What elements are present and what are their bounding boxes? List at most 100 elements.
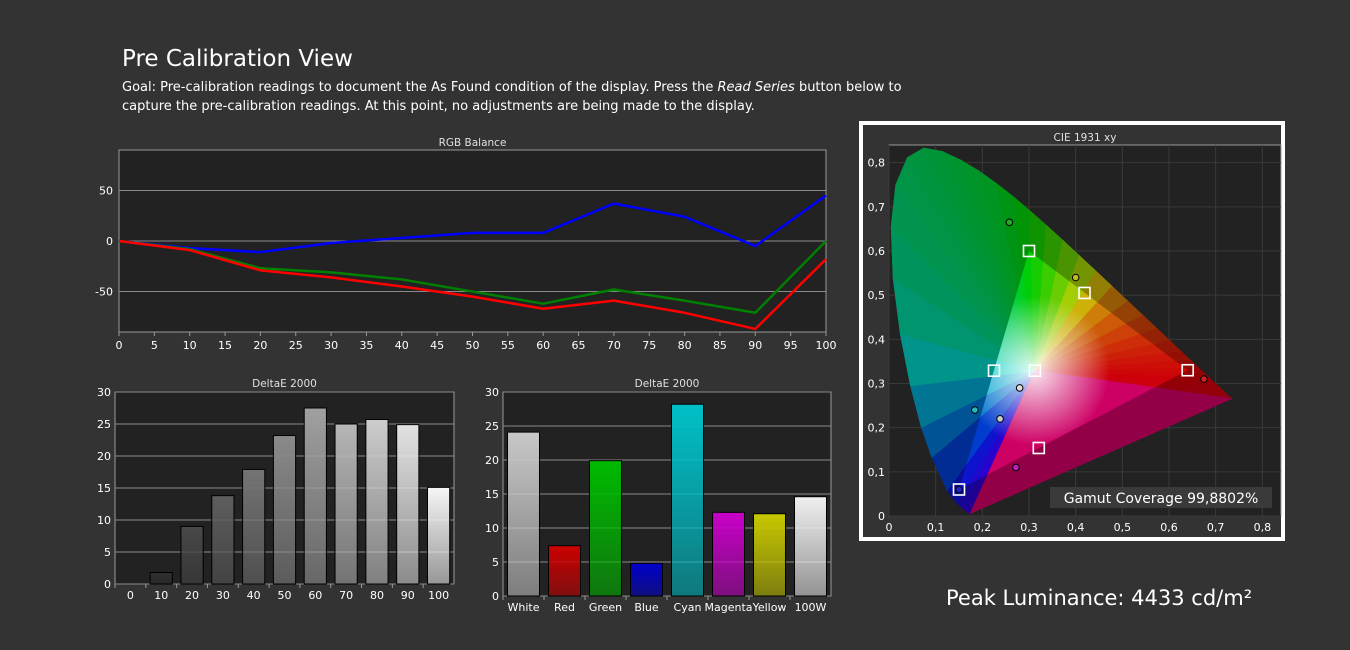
cie-measured-blue [955,485,963,494]
lum-xtick-label: 90 [401,589,415,602]
description-part-2: button below to capture the pre-calibrat… [122,80,902,114]
color-xtick-label: 100W [795,601,827,614]
lum-ytick-label: 10 [97,514,111,527]
color-bar [630,562,663,597]
cie-target-green [1022,244,1036,258]
color-ytick-label: 20 [485,454,499,467]
color-xtick-label: Yellow [752,601,787,614]
cie-target-cyan [987,364,1001,377]
rgb-xtick-label: 80 [678,339,692,352]
cie-xtick-label: 0 [886,521,893,534]
rgb-xtick-label: 60 [536,339,550,352]
gamut-coverage-label: Gamut Coverage 99,8802% [1064,491,1259,507]
rgb-xtick-label: 45 [430,339,444,352]
lum-xtick-label: 20 [185,589,199,602]
color-ytick-label: 10 [485,522,499,535]
color-bar [507,431,540,597]
cie-target-blue [952,483,966,496]
color-ytick-label: 25 [485,420,499,433]
rgb-xtick-label: 35 [359,339,373,352]
page-description: Goal: Pre-calibration readings to docume… [122,78,912,116]
lum-xtick-label: 50 [278,589,292,602]
cie-xtick-label: 0,4 [1067,521,1085,534]
rgb-xtick-label: 50 [466,339,480,352]
cie-ytick-label: 0,3 [868,378,886,391]
cie-xtick-label: 0,7 [1207,521,1225,534]
cie-measured-red [1200,375,1208,383]
cie-xtick-label: 0,2 [974,521,992,534]
color-bar [794,496,827,597]
color-ytick-label: 30 [485,386,499,399]
color-ytick-label: 0 [492,590,499,603]
cie-panel: CIE 1931 xy 0 0,1 0,2 0,3 0,4 0,5 0,6 0,7 0,8 0 0,1… [859,121,1285,541]
cie-ytick-label: 0,7 [868,201,886,214]
lum-ytick-label: 15 [97,482,111,495]
cie-xtick-label: 0,5 [1114,521,1132,534]
cie-target-red [1181,363,1194,377]
cie-ytick-label: 0,2 [868,422,886,435]
lum-xtick-label: 30 [216,589,230,602]
rgb-xtick-label: 85 [713,339,727,352]
color-xtick-label: Green [589,601,622,614]
rgb-ytick-label: 0 [106,235,113,248]
lum-xtick-label: 80 [370,589,384,602]
peak-luminance: Peak Luminance: 4433 cd/m² [946,586,1253,610]
cie-target-yellow [1078,286,1091,300]
cie-ytick-label: 0,8 [868,157,886,170]
color-ytick-label: 15 [485,488,499,501]
rgb-xtick-label: 15 [218,339,232,352]
rgb-xtick-label: 0 [116,339,123,352]
rgb-xtick-label: 75 [642,339,656,352]
lum-xtick-label: 100 [428,589,449,602]
lum-xtick-label: 40 [247,589,261,602]
rgb-xtick-label: 100 [816,339,837,352]
color-xtick-label: Magenta [704,601,752,614]
cie-1931-chart: CIE 1931 xy 0 0,1 0,2 0,3 0,4 0,5 0,6 0,7 0,8 0 0,1… [868,132,1282,534]
color-xtick-label: Red [554,601,575,614]
cie-ytick-label: 0,5 [868,289,886,302]
color-bar [753,513,786,597]
lum-xtick-label: 60 [308,589,322,602]
cie-xtick-label: 0,3 [1020,521,1038,534]
lum-bar [365,419,389,585]
cie-measured-white [1015,384,1024,392]
rgb-xtick-label: 40 [395,339,409,352]
rgb-chart-title: RGB Balance [439,137,507,149]
color-bar [712,511,745,597]
rgb-xtick-label: 90 [748,339,762,352]
lum-bar [426,486,451,585]
rgb-xtick-label: 20 [253,339,267,352]
rgb-ytick-label: -50 [95,286,113,299]
cie-ytick-label: 0,4 [868,333,886,346]
read-series-emphasis: Read Series [717,80,795,95]
lum-bar [334,423,358,585]
cie-ytick-label: 0,6 [868,245,886,258]
lum-ytick-label: 5 [104,546,111,559]
color-title: DeltaE 2000 [635,378,700,390]
rgb-series-line-1 [118,239,827,315]
color-xtick-label: Cyan [674,601,702,614]
lum-bar [242,468,266,585]
rgb-series-line-2 [118,239,827,331]
luminance-deltae-chart: DeltaE 2000 0 5 10 15 20 25 30 0 10 20 30 40 50 60 70 80… [97,378,455,602]
page-title: Pre Calibration View [122,46,353,72]
lum-ytick-label: 0 [104,578,111,591]
lum-bar [272,435,297,585]
lum-bar [149,571,173,585]
color-xtick-label: Blue [634,601,659,614]
cie-xtick-label: 0,8 [1254,521,1272,534]
rgb-series-line-0 [118,194,827,254]
lum-bar [211,495,235,585]
rgb-balance-chart: RGB Balance 50 0 -50 0 5 10 15 20 25 30 35 40 45 50 55 6… [95,137,837,352]
color-bar [589,460,622,597]
color-bar [671,403,704,597]
lum-xtick-label: 70 [339,589,353,602]
rgb-ytick-label: 50 [99,184,113,197]
color-bar [548,545,581,597]
rgb-xtick-label: 95 [784,339,798,352]
rgb-xtick-label: 30 [324,339,338,352]
rgb-xtick-label: 25 [289,339,303,352]
lum-ytick-label: 30 [97,386,111,399]
cie-target-magenta [1032,441,1046,455]
cie-chart-title: CIE 1931 xy [1054,132,1117,144]
